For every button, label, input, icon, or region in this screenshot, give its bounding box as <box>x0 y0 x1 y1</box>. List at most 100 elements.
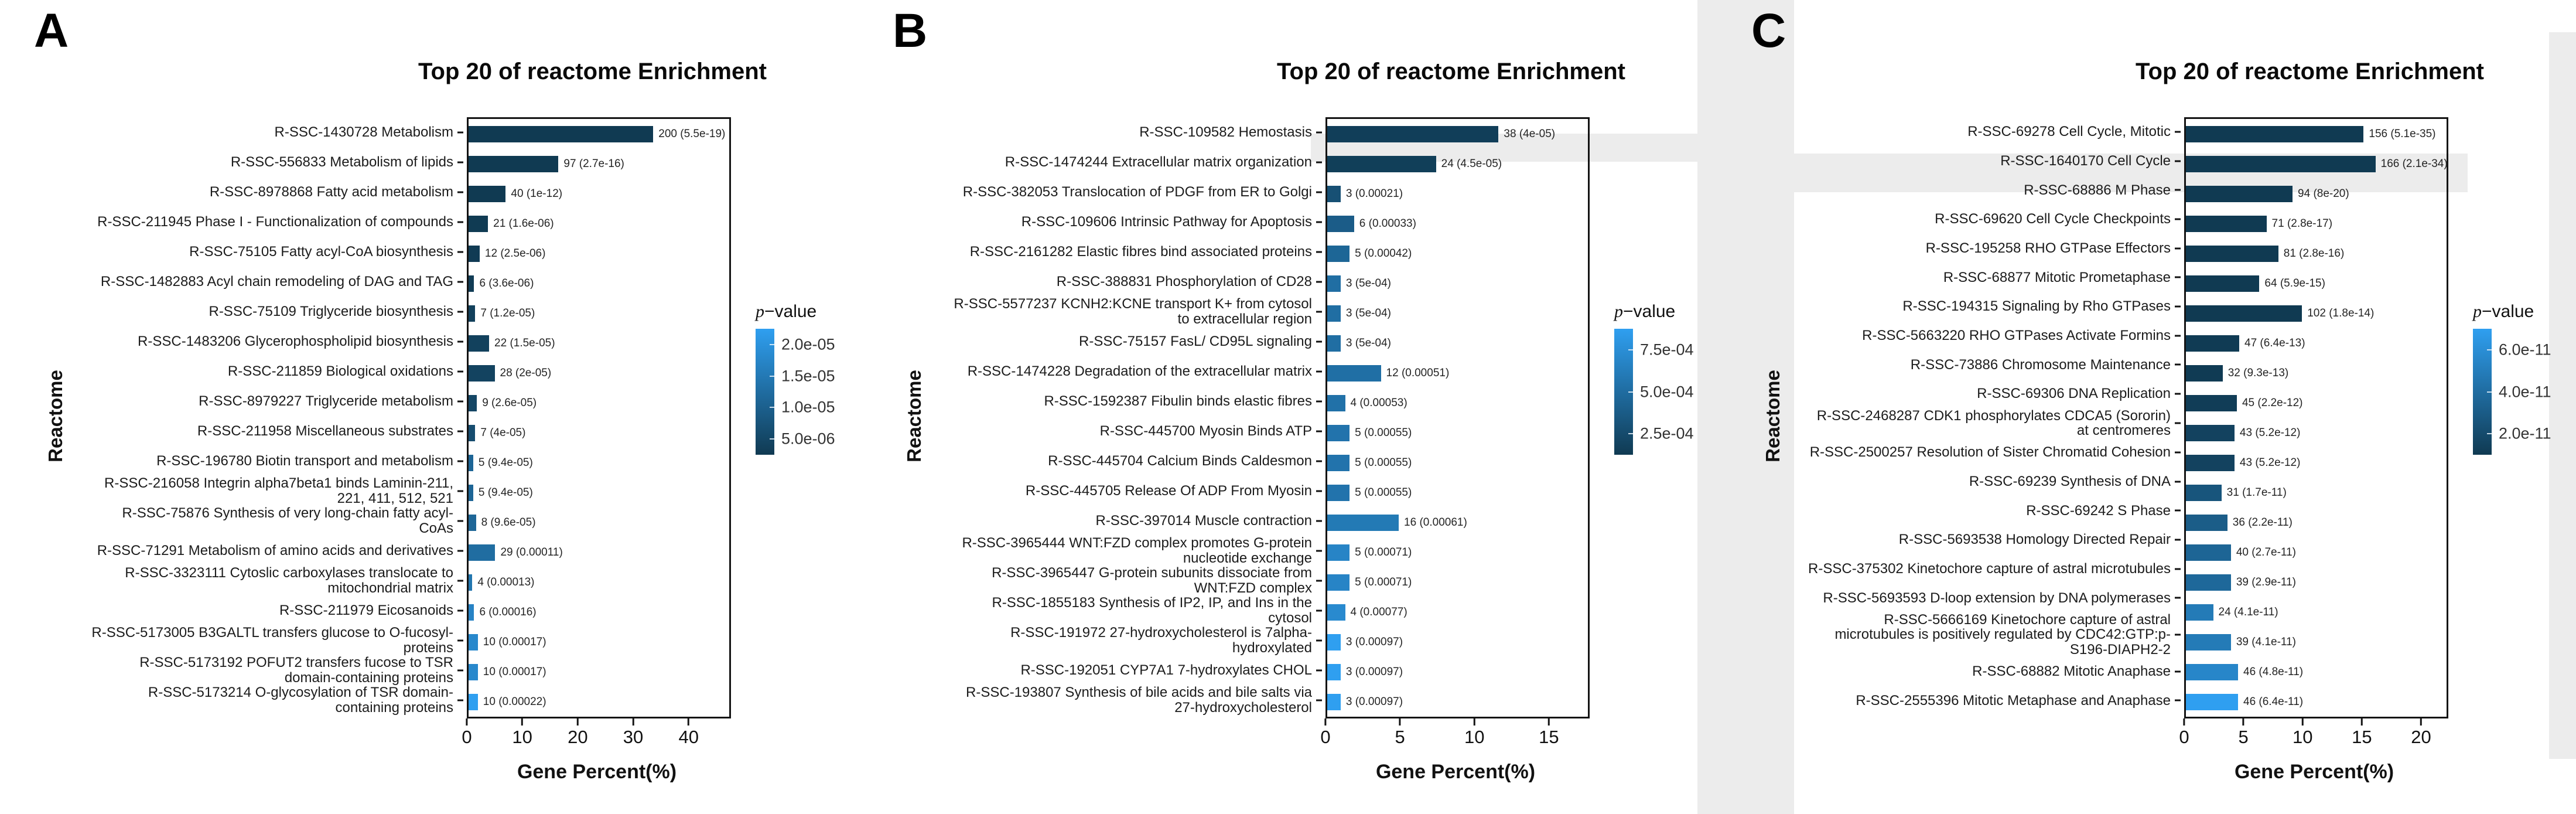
enrichment-bar <box>2186 185 2293 202</box>
bar-value-annotation: 5 (0.00055) <box>1355 456 1412 469</box>
bar-chart: Reactome R-SSC-1430728 Metabolism R-SSC-5… <box>0 117 859 783</box>
pvalue-legend: p−value 2.0e-05 1.5e-05 1.0e-05 5.0e-06 <box>756 302 859 455</box>
category-row: R-SSC-211945 Phase I - Functionalization… <box>0 207 463 237</box>
legend-title-rest: −value <box>764 302 817 321</box>
enrichment-bar <box>469 484 473 501</box>
bar-row: 10 (0.00017) <box>469 657 729 687</box>
bar-value-annotation: 12 (0.00051) <box>1386 366 1450 379</box>
y-axis-tick <box>2175 634 2181 636</box>
bar-value-annotation: 97 (2.7e-16) <box>563 157 624 170</box>
category-row: R-SSC-3965447 G-protein subunits dissoci… <box>859 566 1322 595</box>
pathway-label: R-SSC-5693593 D-loop extension by DNA po… <box>1823 590 2171 606</box>
x-axis-tick: 20 <box>2411 718 2431 748</box>
category-row: R-SSC-382053 Translocation of PDGF from … <box>859 177 1322 207</box>
enrichment-bar <box>1327 514 1399 531</box>
bar-row: 21 (1.6e-06) <box>469 209 729 239</box>
bar-row: 16 (0.00061) <box>1327 508 1588 537</box>
category-row: R-SSC-211958 Miscellaneous substrates <box>0 416 463 446</box>
x-axis-tick: 0 <box>2179 718 2189 748</box>
bar-row: 97 (2.7e-16) <box>469 149 729 179</box>
x-tick-label: 10 <box>512 727 532 747</box>
pathway-label: R-SSC-3323111 Cytoslic carboxylases tran… <box>125 565 453 596</box>
bar-row: 3 (0.00097) <box>1327 687 1588 717</box>
category-row: R-SSC-192051 CYP7A1 7-hydroxylates CHOL <box>859 655 1322 685</box>
pathway-label: R-SSC-5666169 Kinetochore capture of ast… <box>1834 612 2171 658</box>
enrichment-bar <box>469 365 495 382</box>
bar-row: 46 (4.8e-11) <box>2186 657 2447 687</box>
pathway-label: R-SSC-1855183 Synthesis of IP2, IP, and … <box>992 595 1312 626</box>
enrichment-bar <box>2186 215 2267 232</box>
panel-letter: B <box>893 4 928 57</box>
y-axis-tick <box>2175 539 2181 541</box>
y-axis-tick <box>1316 699 1322 701</box>
y-axis-tick <box>457 669 463 671</box>
pathway-label: R-SSC-75109 Triglyceride biosynthesis <box>209 303 453 319</box>
category-row: R-SSC-196780 Biotin transport and metabo… <box>0 446 463 476</box>
bar-row: 6 (3.6e-06) <box>469 268 729 298</box>
bar-value-annotation: 3 (0.00097) <box>1345 695 1403 708</box>
pathway-label: R-SSC-1640170 Cell Cycle <box>2000 152 2171 169</box>
y-axis-tick <box>457 281 463 282</box>
legend-title: p−value <box>1614 302 1717 322</box>
enrichment-bar <box>1327 185 1341 202</box>
plot-area: 200 (5.5e-19) 97 (2.7e-16) 40 (1e-12) 21 (1… <box>467 117 731 718</box>
pathway-label: R-SSC-8979227 Triglyceride metabolism <box>199 393 453 409</box>
pathway-label: R-SSC-445700 Myosin Binds ATP <box>1099 423 1312 439</box>
enrichment-bar <box>469 454 473 471</box>
bar-row: 102 (1.8e-14) <box>2186 298 2447 328</box>
legend-tick-label: 2.0e-05 <box>781 335 835 353</box>
y-axis-tick <box>457 191 463 193</box>
legend-title: p−value <box>2473 302 2576 322</box>
bar-row: 94 (8e-20) <box>2186 179 2447 209</box>
enrichment-bar <box>1327 663 1341 680</box>
background-artifact <box>2549 32 2576 759</box>
legend-tick-labels: 7.5e-04 5.0e-04 2.5e-04 <box>1640 329 1716 455</box>
pathway-label: R-SSC-68882 Mitotic Anaphase <box>1972 663 2171 679</box>
y-axis-tick <box>457 609 463 611</box>
enrichment-bar <box>2186 335 2240 352</box>
enrichment-bar <box>1327 574 1350 591</box>
y-axis-tick <box>2175 393 2181 395</box>
category-row: R-SSC-1640170 Cell Cycle <box>1717 147 2181 176</box>
bar-row: 81 (2.8e-16) <box>2186 239 2447 268</box>
bar-row: 45 (2.2e-12) <box>2186 388 2447 418</box>
y-axis-tick <box>457 520 463 522</box>
enrichment-bar <box>1327 125 1499 142</box>
x-tick-mark <box>688 718 690 726</box>
y-axis-tick <box>1316 430 1322 432</box>
x-tick-mark <box>466 718 468 726</box>
bar-value-annotation: 64 (5.9e-15) <box>2264 277 2325 290</box>
category-row: R-SSC-3965444 WNT:FZD complex promotes G… <box>859 536 1322 566</box>
bar-row: 40 (1e-12) <box>469 179 729 209</box>
y-axis-tick <box>1316 490 1322 492</box>
enrichment-bar <box>1327 634 1341 650</box>
category-row: R-SSC-73886 Chromosome Maintenance <box>1717 350 2181 379</box>
category-row: R-SSC-1482883 Acyl chain remodeling of D… <box>0 267 463 297</box>
bar-value-annotation: 47 (6.4e-13) <box>2244 336 2305 349</box>
pathway-label: R-SSC-109582 Hemostasis <box>1139 124 1312 140</box>
category-row: R-SSC-397014 Muscle contraction <box>859 506 1322 536</box>
legend-tick-label: 5.0e-06 <box>781 430 835 448</box>
legend-tick-label: 5.0e-04 <box>1640 383 1694 400</box>
enrichment-bar <box>1327 305 1341 322</box>
bar-row: 156 (5.1e-35) <box>2186 119 2447 149</box>
legend-tick-mark <box>770 407 774 408</box>
enrichment-bar <box>1327 335 1341 352</box>
pathway-label: R-SSC-73886 Chromosome Maintenance <box>1910 356 2171 373</box>
x-tick-label: 5 <box>1395 727 1405 747</box>
y-axis-category-labels: R-SSC-69278 Cell Cycle, Mitotic R-SSC-164… <box>1717 117 2181 715</box>
bar-value-annotation: 3 (5e-04) <box>1345 277 1391 290</box>
bar-value-annotation: 45 (2.2e-12) <box>2242 396 2303 409</box>
bar-row: 12 (0.00051) <box>1327 358 1588 388</box>
pathway-label: R-SSC-71291 Metabolism of amino acids an… <box>97 542 453 558</box>
x-tick-mark <box>632 718 634 726</box>
pathway-label: R-SSC-1483206 Glycerophospholipid biosyn… <box>138 333 453 349</box>
bar-row: 47 (6.4e-13) <box>2186 328 2447 358</box>
bar-row: 4 (0.00053) <box>1327 388 1588 418</box>
category-row: R-SSC-445705 Release Of ADP From Myosin <box>859 476 1322 506</box>
category-row: R-SSC-75109 Triglyceride biosynthesis <box>0 297 463 326</box>
x-tick-label: 0 <box>1320 727 1331 747</box>
enrichment-bar <box>469 663 478 680</box>
x-tick-mark <box>1473 718 1475 726</box>
x-tick-label: 0 <box>2179 727 2189 747</box>
